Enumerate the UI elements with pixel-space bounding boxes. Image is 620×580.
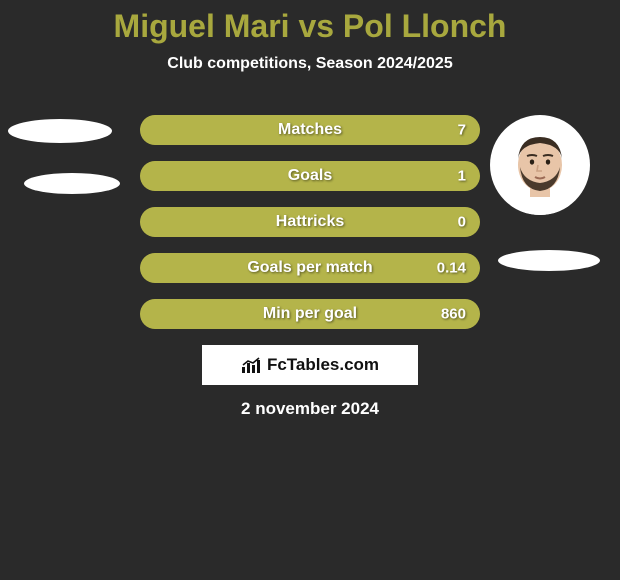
stat-bar-value: 0 bbox=[458, 214, 466, 231]
placeholder-ellipse bbox=[24, 173, 120, 194]
stat-bar: Goals per match 0.14 bbox=[140, 253, 480, 283]
left-player-placeholder bbox=[8, 115, 112, 219]
chart-icon bbox=[241, 356, 263, 374]
stat-bars: Matches 7 Goals 1 Hattricks 0 Goals per match 0… bbox=[140, 115, 480, 329]
stat-bar: Min per goal 860 bbox=[140, 299, 480, 329]
stat-bar: Hattricks 0 bbox=[140, 207, 480, 237]
logo-text: FcTables.com bbox=[267, 355, 379, 375]
right-player-avatar bbox=[490, 115, 590, 215]
comparison-row: Matches 7 Goals 1 Hattricks 0 Goals per match 0… bbox=[0, 115, 620, 329]
stat-bar-label: Goals per match bbox=[247, 259, 372, 277]
date-text: 2 november 2024 bbox=[0, 399, 620, 419]
stat-bar-label: Hattricks bbox=[276, 213, 344, 231]
stat-bar-value: 1 bbox=[458, 168, 466, 185]
page-title: Miguel Mari vs Pol Llonch bbox=[0, 8, 620, 45]
stat-bar-label: Goals bbox=[288, 167, 332, 185]
stat-bar: Goals 1 bbox=[140, 161, 480, 191]
stat-bar-value: 860 bbox=[441, 306, 466, 323]
right-player-ellipse bbox=[498, 250, 600, 271]
stat-bar-label: Matches bbox=[278, 121, 342, 139]
fctables-logo: FcTables.com bbox=[202, 345, 418, 385]
stat-bar-label: Min per goal bbox=[263, 305, 357, 323]
stat-bar-value: 7 bbox=[458, 122, 466, 139]
subtitle: Club competitions, Season 2024/2025 bbox=[0, 55, 620, 73]
placeholder-ellipse bbox=[8, 119, 112, 143]
stat-bar-value: 0.14 bbox=[437, 260, 466, 277]
stat-bar: Matches 7 bbox=[140, 115, 480, 145]
player-photo-icon bbox=[490, 115, 590, 215]
